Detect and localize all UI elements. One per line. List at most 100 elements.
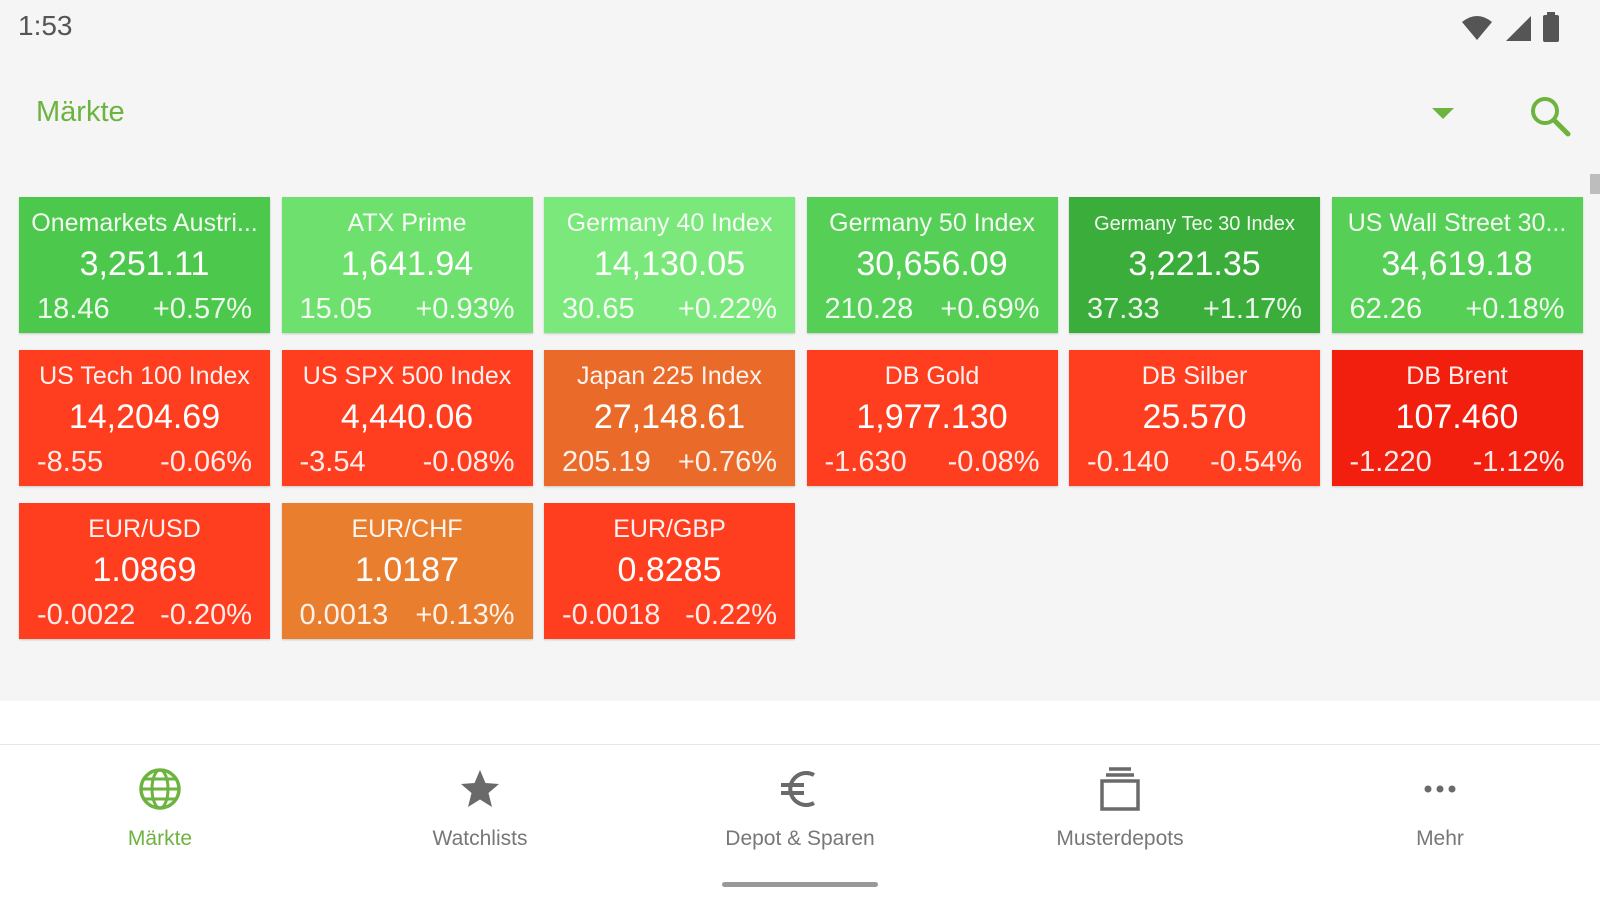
market-tile[interactable]: Onemarkets Austri... 3,251.11 18.46 +0.57% (19, 197, 270, 333)
tile-name: Germany 50 Index (829, 209, 1035, 237)
tile-value: 107.460 (1395, 398, 1519, 436)
tile-percent: +0.18% (1465, 293, 1565, 325)
tile-value: 14,204.69 (68, 398, 221, 436)
nav-label: Musterdepots (1056, 827, 1184, 850)
bottom-navigation: Märkte Watchlists Depot & Sparen Musterdepo… (0, 744, 1600, 901)
status-icons (1460, 12, 1560, 42)
tile-percent: +0.13% (415, 599, 515, 631)
tile-value: 0.8285 (617, 551, 722, 589)
tile-percent: +0.93% (415, 293, 515, 325)
tile-value: 25.570 (1142, 398, 1247, 436)
stack-icon (1096, 765, 1144, 813)
tile-change: -3.54 (299, 446, 366, 478)
dropdown-arrow-icon[interactable] (1432, 108, 1454, 119)
tile-percent: -0.06% (160, 446, 252, 478)
nav-label: Depot & Sparen (725, 827, 875, 850)
tile-change: -8.55 (37, 446, 104, 478)
tile-change: -0.0022 (37, 599, 136, 631)
tile-value: 34,619.18 (1381, 245, 1533, 283)
market-tile[interactable]: ATX Prime 1,641.94 15.05 +0.93% (281, 197, 533, 333)
market-tile[interactable]: DB Silber 25.570 -0.140 -0.54% (1069, 350, 1320, 486)
home-indicator[interactable] (722, 882, 878, 887)
tile-change: -1.630 (824, 446, 907, 478)
tile-change: 210.28 (824, 293, 914, 325)
battery-icon (1543, 12, 1559, 42)
market-tile[interactable]: US Wall Street 30... 34,619.18 62.26 +0.18% (1331, 197, 1583, 333)
tile-value: 1,641.94 (340, 245, 474, 283)
star-icon (456, 765, 504, 813)
tile-name: Germany Tec 30 Index (1094, 213, 1295, 235)
nav-label: Watchlists (432, 827, 528, 850)
tile-name: DB Gold (884, 362, 980, 390)
tile-name: EUR/USD (88, 515, 201, 543)
market-tile[interactable]: Japan 225 Index 27,148.61 205.19 +0.76% (544, 350, 795, 486)
tile-percent: -0.08% (422, 446, 515, 478)
globe-icon (136, 765, 184, 813)
tile-value: 4,440.06 (340, 398, 474, 436)
tile-value: 3,251.11 (79, 245, 210, 283)
tile-name: Japan 225 Index (577, 362, 762, 390)
tile-percent: +0.22% (677, 293, 777, 325)
scrollbar[interactable] (1590, 174, 1600, 194)
tile-name: EUR/GBP (613, 515, 726, 543)
next-section (0, 701, 1600, 745)
tile-value: 14,130.05 (593, 245, 746, 283)
tile-change: -0.140 (1087, 446, 1170, 478)
market-tile[interactable]: US Tech 100 Index 14,204.69 -8.55 -0.06% (19, 350, 270, 486)
market-tile[interactable]: Germany 50 Index 30,656.09 210.28 +0.69% (806, 197, 1058, 333)
tile-change: 0.0013 (299, 599, 389, 631)
tile-percent: -0.20% (160, 599, 252, 631)
tile-change: 37.33 (1087, 293, 1160, 325)
tile-percent: -1.12% (1472, 446, 1565, 478)
wifi-icon (1462, 16, 1492, 40)
tile-percent: +1.17% (1202, 293, 1302, 325)
page-title[interactable]: Märkte (36, 96, 125, 128)
tile-change: -1.220 (1349, 446, 1432, 478)
euro-icon (776, 765, 824, 813)
tile-change: 15.05 (299, 293, 373, 325)
nav-item-globe[interactable]: Märkte (0, 745, 320, 901)
tile-change: 30.65 (562, 293, 635, 325)
status-time: 1:53 (18, 10, 73, 41)
nav-label: Märkte (127, 827, 193, 850)
tile-name: US Tech 100 Index (39, 362, 250, 390)
tile-value: 3,221.35 (1128, 245, 1261, 283)
market-tile[interactable]: EUR/GBP 0.8285 -0.0018 -0.22% (544, 503, 795, 639)
nav-item-star[interactable]: Watchlists (320, 745, 640, 901)
tile-percent: -0.08% (947, 446, 1040, 478)
tile-name: Germany 40 Index (566, 209, 773, 237)
market-tile[interactable]: EUR/CHF 1.0187 0.0013 +0.13% (281, 503, 533, 639)
status-bar: 1:53 (0, 0, 1600, 56)
market-tile[interactable]: DB Brent 107.460 -1.220 -1.12% (1331, 350, 1583, 486)
tile-name: US SPX 500 Index (302, 362, 512, 390)
market-tile[interactable]: EUR/USD 1.0869 -0.0022 -0.20% (19, 503, 270, 639)
tile-percent: -0.54% (1210, 446, 1302, 478)
app-bar: Märkte (0, 80, 1600, 150)
market-tile[interactable]: Germany Tec 30 Index 3,221.35 37.33 +1.17% (1069, 197, 1320, 333)
tile-value: 1,977.130 (856, 398, 1008, 436)
tile-name: Onemarkets Austri... (31, 209, 258, 237)
tile-change: -0.0018 (562, 599, 661, 631)
tile-change: 205.19 (562, 446, 651, 478)
nav-item-more[interactable]: Mehr (1280, 745, 1600, 901)
market-tile[interactable]: DB Gold 1,977.130 -1.630 -0.08% (806, 350, 1058, 486)
tile-percent: +0.57% (152, 293, 252, 325)
tile-name: ATX Prime (347, 209, 467, 237)
tile-change: 62.26 (1349, 293, 1423, 325)
tile-value: 30,656.09 (856, 245, 1008, 283)
search-icon[interactable] (1528, 94, 1572, 138)
tile-percent: +0.76% (677, 446, 777, 478)
signal-icon (1506, 16, 1531, 41)
nav-item-euro[interactable]: Depot & Sparen (640, 745, 960, 901)
more-icon (1416, 765, 1464, 813)
tile-percent: -0.22% (685, 599, 777, 631)
tile-value: 1.0187 (355, 551, 459, 589)
tile-name: EUR/CHF (351, 515, 463, 543)
tile-value: 1.0869 (92, 551, 197, 589)
tile-name: DB Silber (1141, 362, 1248, 390)
tile-value: 27,148.61 (593, 398, 746, 436)
market-tile[interactable]: Germany 40 Index 14,130.05 30.65 +0.22% (544, 197, 795, 333)
market-tile[interactable]: US SPX 500 Index 4,440.06 -3.54 -0.08% (281, 350, 533, 486)
tile-name: DB Brent (1406, 362, 1508, 390)
nav-item-stack[interactable]: Musterdepots (960, 745, 1280, 901)
